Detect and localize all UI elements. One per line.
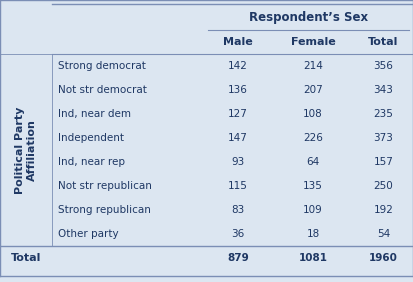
Text: 1081: 1081 [299, 253, 328, 263]
Text: 250: 250 [374, 181, 393, 191]
Text: 1960: 1960 [369, 253, 398, 263]
Text: 147: 147 [228, 133, 248, 143]
Text: 226: 226 [303, 133, 323, 143]
Text: Strong democrat: Strong democrat [58, 61, 146, 71]
Text: 879: 879 [227, 253, 249, 263]
Text: Male: Male [223, 37, 253, 47]
Text: Ind, near dem: Ind, near dem [58, 109, 131, 119]
Text: 93: 93 [231, 157, 244, 167]
Text: 36: 36 [231, 229, 244, 239]
Text: 214: 214 [303, 61, 323, 71]
Text: 18: 18 [306, 229, 320, 239]
Text: 235: 235 [374, 109, 394, 119]
Text: Not str republican: Not str republican [58, 181, 152, 191]
Text: Not str democrat: Not str democrat [58, 85, 147, 95]
Text: 109: 109 [303, 205, 323, 215]
Text: Total: Total [11, 253, 41, 263]
Text: 343: 343 [374, 85, 394, 95]
Text: 356: 356 [374, 61, 394, 71]
Text: 64: 64 [306, 157, 320, 167]
Text: 136: 136 [228, 85, 248, 95]
Text: Ind, near rep: Ind, near rep [58, 157, 125, 167]
Text: 115: 115 [228, 181, 248, 191]
Text: 157: 157 [374, 157, 394, 167]
Text: Independent: Independent [58, 133, 124, 143]
Text: 192: 192 [374, 205, 394, 215]
Text: 83: 83 [231, 205, 244, 215]
Text: 135: 135 [303, 181, 323, 191]
Text: Total: Total [368, 37, 399, 47]
Text: Political Party
Affiliation: Political Party Affiliation [15, 106, 37, 194]
Text: Respondent’s Sex: Respondent’s Sex [249, 10, 368, 23]
Text: 127: 127 [228, 109, 248, 119]
Text: 108: 108 [303, 109, 323, 119]
Text: 207: 207 [303, 85, 323, 95]
Text: 142: 142 [228, 61, 248, 71]
Text: 373: 373 [374, 133, 394, 143]
Text: Female: Female [291, 37, 335, 47]
Text: Strong republican: Strong republican [58, 205, 151, 215]
Text: Other party: Other party [58, 229, 119, 239]
Text: 54: 54 [377, 229, 390, 239]
